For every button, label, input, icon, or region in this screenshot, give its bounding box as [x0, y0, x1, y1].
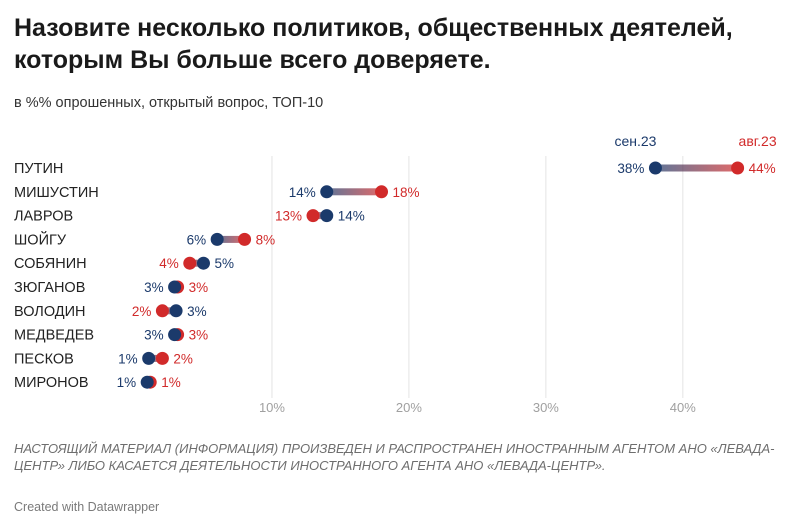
row-label: СОБЯНИН	[14, 256, 87, 272]
row-label: МИШУСТИН	[14, 185, 99, 201]
sep23-dot	[168, 280, 182, 294]
sep23-value-label: 14%	[338, 209, 365, 224]
sep23-dot	[320, 185, 334, 199]
legend-sep23: сен.23	[614, 133, 656, 149]
range-bar	[217, 235, 245, 243]
foreign-agent-notice: НАСТОЯЩИЙ МАТЕРИАЛ (ИНФОРМАЦИЯ) ПРОИЗВЕД…	[14, 441, 775, 473]
sep23-dot	[210, 232, 224, 246]
row-label: ШОЙГУ	[14, 230, 67, 248]
aug23-dot	[238, 232, 252, 246]
sep23-dot	[320, 209, 334, 223]
x-axis: 10% 20% 30% 40%	[259, 400, 696, 415]
x-tick-label: 10%	[259, 400, 285, 415]
datawrapper-credit: Created with Datawrapper	[14, 500, 160, 514]
dot-range-chart: ПУТИН 38% 44% МИШУСТИН 14% 18% ЛАВРОВ 14% 13% ШОЙ…	[14, 133, 777, 415]
aug23-value-label: 1%	[161, 375, 181, 390]
sep23-value-label: 1%	[117, 375, 137, 390]
sep23-value-label: 5%	[214, 256, 234, 271]
range-bar	[162, 307, 177, 315]
aug23-value-label: 3%	[189, 328, 209, 343]
aug23-value-label: 4%	[159, 256, 179, 271]
aug23-dot	[183, 256, 197, 270]
row-label: ПУТИН	[14, 161, 63, 177]
aug23-dot	[375, 185, 389, 199]
legend-aug23: авг.23	[739, 133, 777, 149]
aug23-dot	[155, 304, 169, 318]
sep23-value-label: 1%	[118, 351, 138, 366]
sep23-dot	[169, 304, 183, 318]
sep23-value-label: 6%	[187, 232, 207, 247]
aug23-value-label: 18%	[393, 185, 420, 200]
range-bar	[313, 212, 327, 220]
row-label: ЛАВРОВ	[14, 209, 73, 225]
sep23-dot	[142, 351, 156, 365]
x-tick-label: 40%	[670, 400, 696, 415]
aug23-value-label: 44%	[749, 161, 776, 176]
aug23-value-label: 13%	[275, 209, 302, 224]
sep23-dot	[168, 328, 182, 342]
sep23-value-label: 3%	[144, 280, 164, 295]
row-label: ВОЛОДИН	[14, 304, 86, 320]
legend: сен.23 авг.23	[614, 133, 776, 149]
aug23-value-label: 2%	[132, 304, 152, 319]
sep23-dot	[648, 161, 662, 175]
sep23-dot	[140, 375, 154, 389]
row-label: ЗЮГАНОВ	[14, 280, 85, 296]
sep23-value-label: 3%	[144, 328, 164, 343]
aug23-dot	[155, 351, 169, 365]
row-label: МЕДВЕДЕВ	[14, 328, 94, 344]
chart-title: Назовите несколько политиков, общественн…	[14, 14, 733, 74]
grid-layer	[271, 156, 684, 398]
sep23-dot	[196, 256, 210, 270]
x-tick-label: 20%	[396, 400, 422, 415]
sep23-value-label: 3%	[187, 304, 207, 319]
aug23-dot	[306, 209, 320, 223]
aug23-value-label: 2%	[173, 351, 193, 366]
rows-layer: ПУТИН 38% 44% МИШУСТИН 14% 18% ЛАВРОВ 14% 13% ШОЙ…	[14, 161, 776, 391]
sep23-value-label: 14%	[289, 185, 316, 200]
sep23-value-label: 38%	[617, 161, 644, 176]
range-bar	[326, 188, 382, 196]
aug23-value-label: 8%	[256, 232, 276, 247]
range-bar	[189, 259, 204, 267]
x-tick-label: 30%	[533, 400, 559, 415]
range-bar	[655, 164, 738, 172]
chart-subtitle: в %% опрошенных, открытый вопрос, ТОП-10	[14, 95, 324, 111]
aug23-value-label: 3%	[189, 280, 209, 295]
aug23-dot	[731, 161, 745, 175]
range-bar	[148, 354, 163, 362]
row-label: ПЕСКОВ	[14, 351, 74, 367]
row-label: МИРОНОВ	[14, 375, 89, 391]
